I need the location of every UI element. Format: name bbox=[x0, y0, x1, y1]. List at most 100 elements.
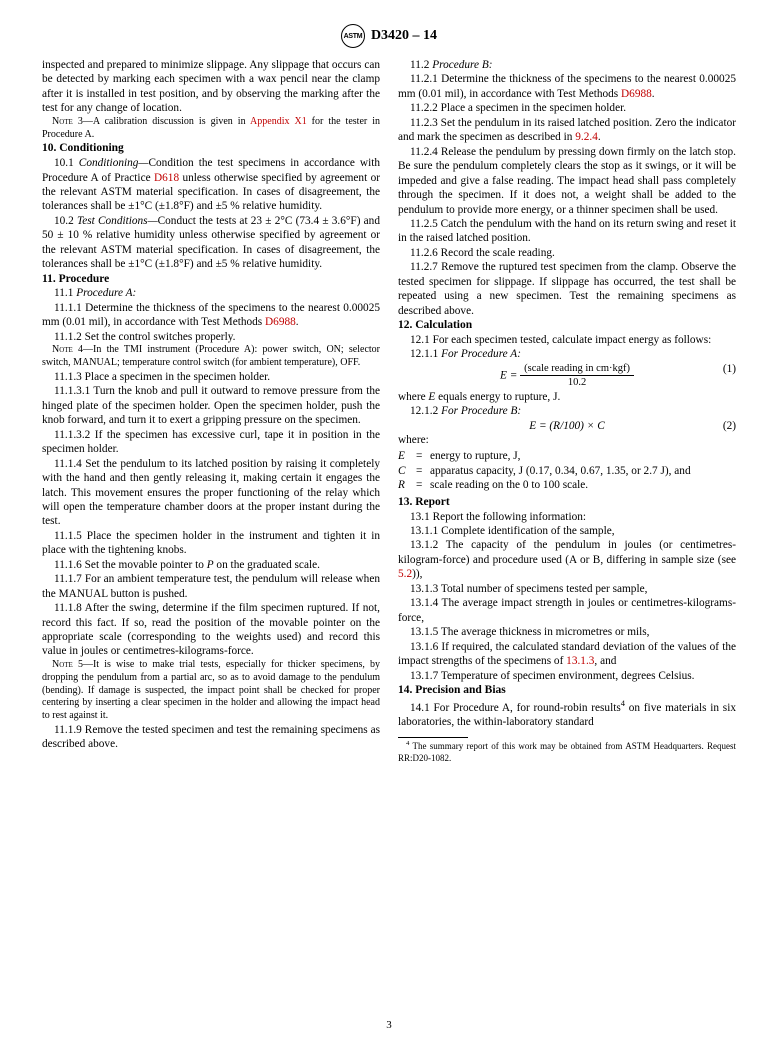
clause-number: 12.1.1 bbox=[410, 348, 441, 360]
clause-11-1-6: 11.1.6 Set the movable pointer to P on t… bbox=[42, 558, 380, 572]
variable: C bbox=[398, 464, 416, 478]
eq-number: (2) bbox=[723, 419, 736, 433]
clause-11-1-4: 11.1.4 Set the pendulum to its latched p… bbox=[42, 457, 380, 529]
clause-number: 10.1 bbox=[54, 157, 79, 169]
clause-text: . bbox=[296, 316, 299, 328]
document-page: ASTM D3420 – 14 inspected and prepared t… bbox=[0, 0, 778, 1041]
ref-link[interactable]: D618 bbox=[154, 172, 179, 184]
section-12-heading: 12. Calculation bbox=[398, 318, 736, 333]
ref-link[interactable]: 9.2.4 bbox=[575, 131, 598, 143]
where-row: R = scale reading on the 0 to 100 scale. bbox=[398, 478, 736, 492]
equation-2: E = (R/100) × C (2) bbox=[398, 419, 736, 433]
section-11-heading: 11. Procedure bbox=[42, 272, 380, 287]
denominator: 10.2 bbox=[520, 376, 634, 389]
note-text: A calibration discussion is given in bbox=[93, 116, 250, 127]
clause-11-2-6: 11.2.6 Record the scale reading. bbox=[398, 246, 736, 260]
eq-number: (1) bbox=[723, 362, 736, 376]
definition: energy to rupture, J, bbox=[430, 449, 736, 463]
note-3: Note 3—A calibration discussion is given… bbox=[42, 116, 380, 142]
clause-title: For Procedure A: bbox=[441, 348, 521, 360]
section-13-heading: 13. Report bbox=[398, 495, 736, 510]
clause-text: 11.1.1 Determine the thickness of the sp… bbox=[42, 302, 380, 328]
standard-designation: D3420 – 14 bbox=[371, 28, 437, 44]
definition: apparatus capacity, J (0.17, 0.34, 0.67,… bbox=[430, 464, 736, 478]
note-label: Note 3— bbox=[52, 116, 93, 127]
eq-lhs: E = bbox=[500, 369, 520, 381]
clause-11-2-7: 11.2.7 Remove the ruptured test specimen… bbox=[398, 260, 736, 318]
variable: P bbox=[207, 559, 214, 571]
clause-11-1-8: 11.1.8 After the swing, determine if the… bbox=[42, 601, 380, 659]
clause-10-2: 10.2 Test Conditions—Conduct the tests a… bbox=[42, 214, 380, 272]
clause-13-1-1: 13.1.1 Complete identification of the sa… bbox=[398, 524, 736, 538]
clause-number: 11.2 bbox=[410, 59, 432, 71]
variable: R bbox=[398, 478, 416, 492]
page-header: ASTM D3420 – 14 bbox=[42, 24, 736, 48]
ref-link[interactable]: D6988 bbox=[621, 88, 652, 100]
fraction: (scale reading in cm·kgf) 10.2 bbox=[520, 362, 634, 390]
clause-13-1-7: 13.1.7 Temperature of specimen environme… bbox=[398, 669, 736, 683]
clause-11-2: 11.2 Procedure B: bbox=[398, 58, 736, 72]
note-5: Note 5—It is wise to make trial tests, e… bbox=[42, 659, 380, 723]
clause-title: Procedure A: bbox=[76, 287, 136, 299]
ref-link[interactable]: 5.2 bbox=[398, 568, 412, 580]
where-text: where bbox=[398, 391, 428, 403]
where-text: equals energy to rupture, J. bbox=[435, 391, 560, 403]
where-eq1: where E equals energy to rupture, J. bbox=[398, 390, 736, 404]
numerator: (scale reading in cm·kgf) bbox=[520, 362, 634, 376]
clause-13-1-6: 13.1.6 If required, the calculated stand… bbox=[398, 640, 736, 669]
note-label: Note 4— bbox=[52, 344, 93, 355]
footnote-text: The summary report of this work may be o… bbox=[398, 741, 736, 763]
two-column-body: inspected and prepared to minimize slipp… bbox=[42, 58, 736, 1010]
clause-title: Conditioning— bbox=[79, 157, 149, 169]
clause-text: . bbox=[598, 131, 601, 143]
note-text: In the TMI instrument (Procedure A): pow… bbox=[42, 344, 380, 368]
section-14-heading: 14. Precision and Bias bbox=[398, 683, 736, 698]
clause-text: )), bbox=[412, 568, 422, 580]
where-definitions: E = energy to rupture, J, C = apparatus … bbox=[398, 449, 736, 492]
clause-text: 13.1.2 The capacity of the pendulum in j… bbox=[398, 539, 736, 565]
clause-13-1-3: 13.1.3 Total number of specimens tested … bbox=[398, 582, 736, 596]
clause-13-1-2: 13.1.2 The capacity of the pendulum in j… bbox=[398, 538, 736, 581]
variable: E bbox=[398, 449, 416, 463]
footnote-rule bbox=[398, 737, 468, 738]
equals-sign: = bbox=[416, 464, 430, 478]
clause-13-1-4: 13.1.4 The average impact strength in jo… bbox=[398, 596, 736, 625]
eq-body: E = (R/100) × C bbox=[529, 420, 605, 432]
clause-12-1-2: 12.1.2 For Procedure B: bbox=[398, 404, 736, 418]
clause-text: . bbox=[652, 88, 655, 100]
clause-11-2-3: 11.2.3 Set the pendulum in its raised la… bbox=[398, 116, 736, 145]
clause-13-1: 13.1 Report the following information: bbox=[398, 510, 736, 524]
clause-11-1-5: 11.1.5 Place the specimen holder in the … bbox=[42, 529, 380, 558]
note-text: It is wise to make trial tests, especial… bbox=[42, 659, 380, 721]
clause-text: 14.1 For Procedure A, for round-robin re… bbox=[410, 701, 621, 713]
clause-title: Test Conditions— bbox=[77, 215, 158, 227]
clause-12-1: 12.1 For each specimen tested, calculate… bbox=[398, 333, 736, 347]
footnote-4: 4 The summary report of this work may be… bbox=[398, 740, 736, 764]
clause-number: 12.1.2 bbox=[410, 405, 441, 417]
astm-logo-icon: ASTM bbox=[341, 24, 365, 48]
note-4: Note 4—In the TMI instrument (Procedure … bbox=[42, 344, 380, 370]
clause-11-1-3: 11.1.3 Place a specimen in the specimen … bbox=[42, 370, 380, 384]
where-row: C = apparatus capacity, J (0.17, 0.34, 0… bbox=[398, 464, 736, 478]
clause-13-1-5: 13.1.5 The average thickness in micromet… bbox=[398, 625, 736, 639]
clause-11-1-3-2: 11.1.3.2 If the specimen has excessive c… bbox=[42, 428, 380, 457]
section-10-heading: 10. Conditioning bbox=[42, 141, 380, 156]
clause-12-1-1: 12.1.1 For Procedure A: bbox=[398, 347, 736, 361]
clause-11-2-1: 11.2.1 Determine the thickness of the sp… bbox=[398, 72, 736, 101]
clause-11-1: 11.1 Procedure A: bbox=[42, 286, 380, 300]
definition: scale reading on the 0 to 100 scale. bbox=[430, 478, 736, 492]
where-label: where: bbox=[398, 433, 736, 447]
ref-link[interactable]: D6988 bbox=[265, 316, 296, 328]
clause-title: For Procedure B: bbox=[441, 405, 521, 417]
clause-11-2-5: 11.2.5 Catch the pendulum with the hand … bbox=[398, 217, 736, 246]
ref-link[interactable]: 13.1.3 bbox=[566, 655, 594, 667]
clause-title: Procedure B: bbox=[432, 59, 492, 71]
equation-1: E = (scale reading in cm·kgf) 10.2 (1) bbox=[398, 362, 736, 390]
ref-link[interactable]: Appendix X1 bbox=[250, 116, 307, 127]
clause-text: on the graduated scale. bbox=[214, 559, 320, 571]
clause-11-1-3-1: 11.1.3.1 Turn the knob and pull it outwa… bbox=[42, 384, 380, 427]
clause-text: 11.1.6 Set the movable pointer to bbox=[54, 559, 207, 571]
clause-11-1-7: 11.1.7 For an ambient temperature test, … bbox=[42, 572, 380, 601]
clause-10-1: 10.1 Conditioning—Condition the test spe… bbox=[42, 156, 380, 214]
clause-text: 11.2.3 Set the pendulum in its raised la… bbox=[398, 117, 736, 143]
